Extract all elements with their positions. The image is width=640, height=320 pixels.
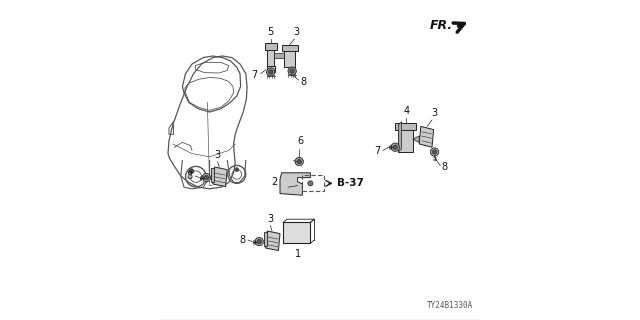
Circle shape [189, 169, 194, 174]
Polygon shape [396, 123, 416, 130]
Circle shape [288, 67, 296, 75]
Circle shape [255, 237, 264, 246]
Text: 2: 2 [271, 177, 278, 188]
Circle shape [297, 159, 301, 164]
Polygon shape [282, 45, 298, 51]
Text: 6: 6 [297, 136, 303, 146]
Circle shape [433, 150, 437, 154]
Polygon shape [398, 122, 402, 152]
Text: 7: 7 [374, 146, 381, 156]
Text: 3: 3 [214, 150, 221, 160]
Text: B-37: B-37 [337, 178, 364, 188]
Text: 3: 3 [293, 28, 299, 37]
Circle shape [204, 175, 209, 180]
Polygon shape [264, 232, 268, 246]
Text: 7: 7 [252, 70, 258, 80]
Circle shape [290, 69, 294, 73]
Circle shape [308, 181, 313, 186]
Polygon shape [267, 66, 275, 72]
Text: 4: 4 [403, 106, 410, 116]
Text: 8: 8 [442, 162, 448, 172]
Circle shape [202, 173, 211, 182]
Polygon shape [275, 53, 284, 58]
Text: TY24B1330A: TY24B1330A [428, 301, 474, 310]
Circle shape [393, 145, 397, 149]
Polygon shape [398, 125, 413, 152]
Circle shape [235, 168, 239, 172]
Circle shape [391, 143, 399, 151]
Polygon shape [280, 173, 310, 195]
Circle shape [266, 68, 275, 76]
Circle shape [431, 148, 439, 156]
Text: 3: 3 [431, 108, 438, 118]
Polygon shape [268, 43, 275, 67]
Circle shape [257, 239, 262, 244]
Polygon shape [266, 231, 280, 251]
Text: 8: 8 [239, 235, 246, 245]
Text: 1: 1 [294, 249, 301, 259]
Polygon shape [413, 136, 419, 142]
Polygon shape [212, 167, 227, 187]
Polygon shape [265, 43, 277, 50]
Text: 3: 3 [268, 214, 273, 224]
Circle shape [269, 70, 273, 74]
Text: FR.: FR. [429, 19, 453, 32]
Polygon shape [284, 45, 296, 67]
Text: 8: 8 [301, 76, 307, 87]
Circle shape [295, 157, 303, 166]
Polygon shape [419, 126, 434, 147]
Text: 5: 5 [268, 28, 274, 37]
FancyBboxPatch shape [283, 222, 310, 243]
Text: 8: 8 [187, 171, 193, 181]
Polygon shape [211, 168, 214, 182]
